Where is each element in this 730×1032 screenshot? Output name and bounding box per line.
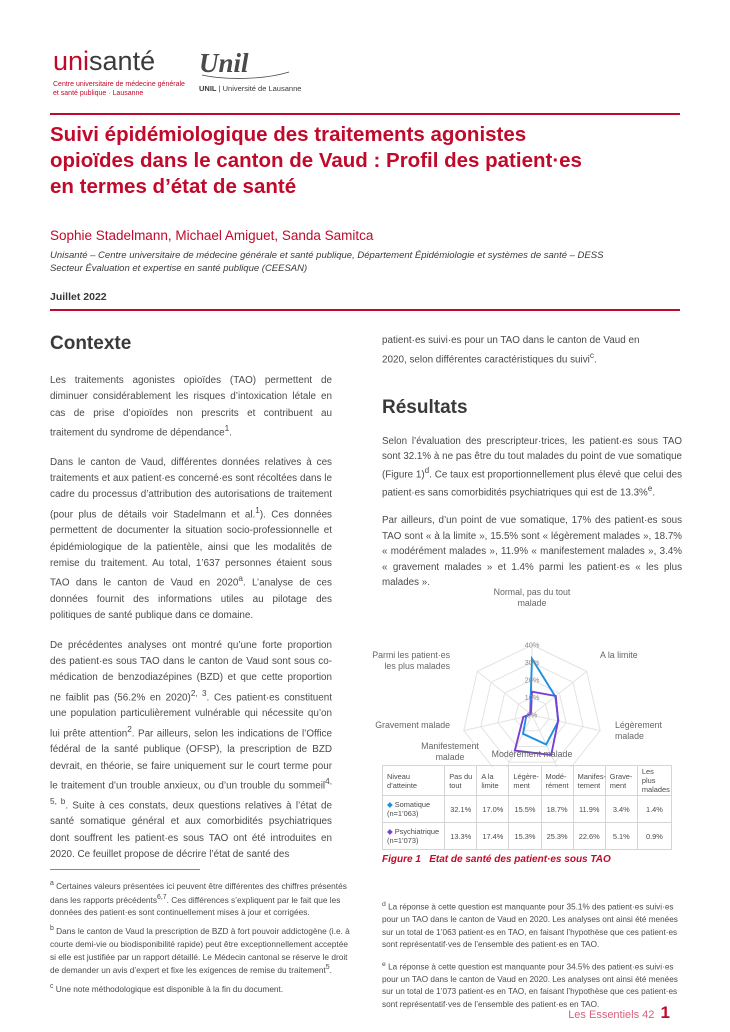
svg-text:Légèrement: Légèrement <box>615 720 663 730</box>
svg-text:0%: 0% <box>527 711 538 720</box>
svg-text:Normal, pas du tout: Normal, pas du tout <box>494 587 571 597</box>
svg-text:Gravement malade: Gravement malade <box>375 720 450 730</box>
svg-text:10%: 10% <box>525 693 540 702</box>
svg-text:les plus malades: les plus malades <box>384 661 450 671</box>
svg-text:30%: 30% <box>525 658 540 667</box>
svg-text:Parmi les patient·es: Parmi les patient·es <box>372 650 450 660</box>
svg-text:Unil: Unil <box>199 48 249 78</box>
svg-text:Modérément malade: Modérément malade <box>492 749 573 759</box>
svg-text:malade: malade <box>518 598 547 608</box>
svg-text:40%: 40% <box>525 641 540 650</box>
svg-text:Manifestement: Manifestement <box>421 741 479 751</box>
svg-text:20%: 20% <box>525 676 540 685</box>
svg-text:A la limite: A la limite <box>600 650 638 660</box>
svg-text:malade: malade <box>436 752 465 762</box>
svg-text:malade: malade <box>615 731 644 741</box>
